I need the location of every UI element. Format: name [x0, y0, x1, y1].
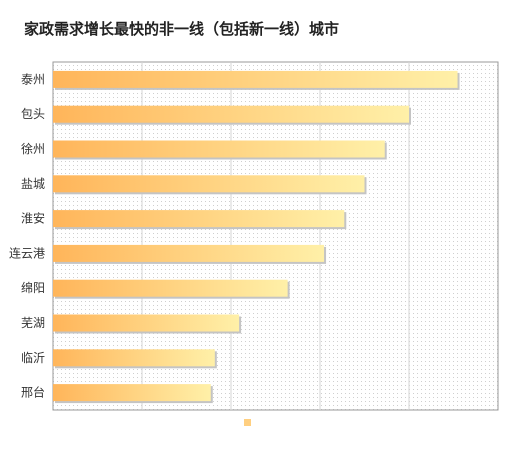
category-label: 连云港 [9, 245, 45, 260]
bar-4 [53, 210, 345, 228]
category-label: 盐城 [21, 177, 45, 191]
legend-swatch [244, 419, 251, 426]
bar-8 [53, 349, 215, 367]
category-label: 绵阳 [21, 281, 45, 295]
category-label: 邢台 [21, 385, 45, 400]
category-label: 临沂 [21, 351, 45, 365]
category-label: 淮安 [21, 211, 45, 226]
chart-title: 家政需求增长最快的非一线（包括新一线）城市 [24, 20, 340, 38]
bar-2 [53, 140, 385, 158]
category-label: 泰州 [21, 72, 45, 86]
category-label: 芜湖 [21, 315, 45, 330]
bar-7 [53, 314, 240, 332]
bar-6 [53, 279, 288, 297]
bar-3 [53, 175, 365, 193]
bar-1 [53, 105, 409, 123]
bar-0 [53, 70, 458, 88]
bar-5 [53, 244, 325, 262]
bar-9 [53, 384, 211, 402]
category-label: 包头 [21, 107, 45, 121]
category-label: 徐州 [21, 141, 45, 156]
